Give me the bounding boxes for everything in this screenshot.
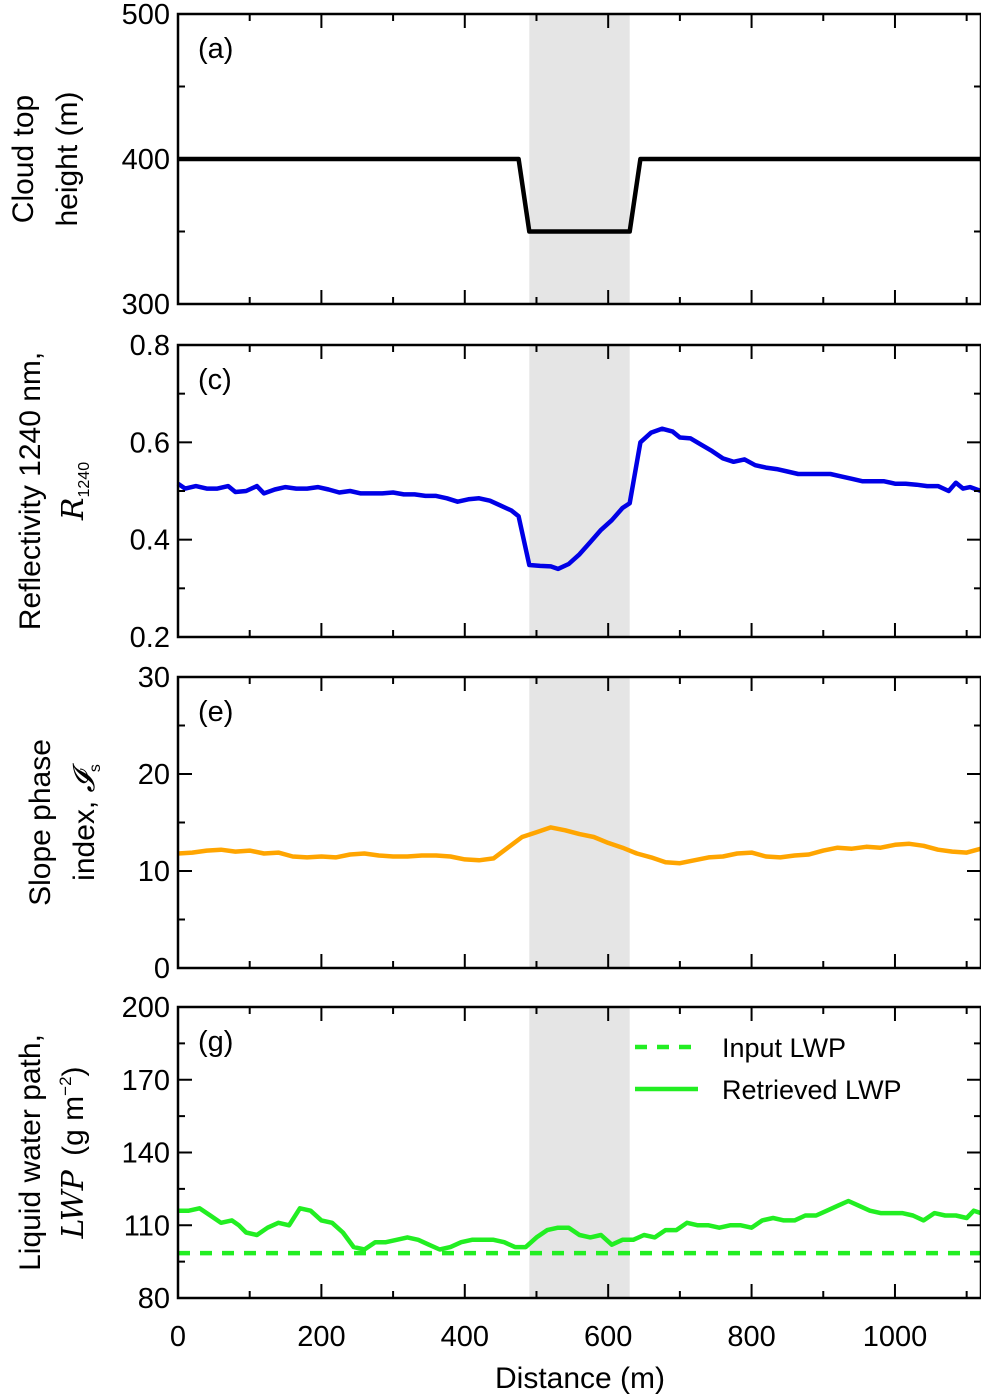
y-tick-label: 110	[124, 1210, 170, 1242]
panel-tag: (g)	[198, 1026, 233, 1058]
shaded-region	[529, 14, 630, 304]
legend-label: Input LWP	[722, 1033, 846, 1063]
y-label-subscript: 1240	[76, 462, 93, 498]
y-tick-label: 0.8	[130, 330, 170, 362]
y-axis-label-line2: index, 𝓘s	[67, 762, 104, 880]
panel-g: 80 110 140 170 200 (g) Liquid water path, LWP (…	[14, 992, 981, 1315]
x-tick-label: 400	[441, 1321, 489, 1353]
legend-label: Retrieved LWP	[722, 1075, 902, 1105]
series-line-g-1	[178, 1198, 981, 1252]
y-tick-label: 500	[122, 0, 170, 31]
y-axis-label: Reflectivity 1240 nm,	[14, 352, 47, 630]
y-tick-label: 200	[122, 992, 170, 1024]
x-tick-label: 600	[584, 1321, 632, 1353]
y-tick-label: 170	[122, 1065, 170, 1097]
y-tick-label: 10	[138, 856, 170, 888]
y-label-subscript: s	[87, 764, 104, 772]
x-tick-label: 1000	[863, 1321, 928, 1353]
y-axis-label-line2: R1240	[56, 462, 93, 521]
y-tick-label: 140	[122, 1138, 170, 1170]
y-tick-label: 0.4	[130, 525, 170, 557]
series-line-a-0	[178, 156, 981, 234]
y-axis-label: Cloud top	[7, 95, 40, 223]
panel-e: 0 10 20 30 (e) Slope phase index, 𝓘s	[24, 662, 981, 985]
y-axis-label: Liquid water path,	[14, 1034, 47, 1271]
y-tick-label: 0.2	[130, 622, 170, 654]
panel-tag: (e)	[198, 696, 233, 728]
y-label-unit: (g m	[57, 1096, 90, 1164]
y-label-unit-close: )	[57, 1066, 90, 1076]
y-axis-label-line2: height (m)	[51, 91, 84, 226]
y-label-symbol: R	[56, 498, 91, 522]
panel-tag: (a)	[198, 33, 233, 65]
x-axis-label: Distance (m)	[495, 1362, 665, 1395]
y-label-symbol: LWP	[56, 1169, 91, 1239]
y-tick-label: 0.6	[130, 427, 170, 459]
y-label-text: height (m)	[51, 91, 84, 226]
y-tick-label: 400	[122, 144, 170, 176]
y-label-superscript: −2	[56, 1076, 75, 1095]
series-line-e-0	[177, 825, 981, 866]
y-tick-label: 20	[138, 759, 170, 791]
x-tick-label: 0	[170, 1321, 186, 1353]
shaded-region	[529, 1007, 630, 1298]
y-tick-label: 80	[138, 1283, 170, 1315]
shaded-region	[529, 677, 630, 968]
panel-tag: (c)	[198, 364, 232, 396]
y-axis-label: Slope phase	[24, 739, 57, 906]
y-tick-label: 0	[154, 953, 170, 985]
y-tick-label: 300	[122, 289, 170, 321]
x-tick-label: 800	[727, 1321, 775, 1353]
series-line-c-0	[176, 426, 981, 572]
shaded-region	[529, 345, 630, 637]
y-axis-label-line2: LWP (g m−2)	[56, 1066, 91, 1239]
panel-a: 300 400 500 (a) Cloud top height (m)	[7, 0, 981, 321]
x-tick-label: 200	[297, 1321, 345, 1353]
y-label-text: index,	[68, 792, 101, 880]
y-tick-label: 30	[138, 662, 170, 694]
panel-c: 0.2 0.4 0.6 0.8 (c) Reflectivity 1240 nm, R124…	[14, 330, 981, 654]
